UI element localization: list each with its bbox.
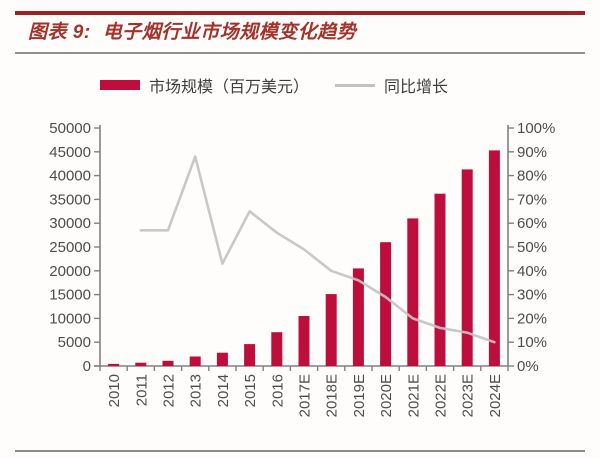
- bar-2023E: [461, 169, 473, 366]
- figure-number-label: 图表 9:: [28, 22, 91, 43]
- x-axis-label: 2024E: [487, 374, 504, 417]
- bar-2010: [108, 363, 120, 366]
- x-axis-label: 2016: [269, 374, 286, 407]
- left-axis-tick-label: 20000: [49, 263, 91, 280]
- bar-2017E: [298, 316, 310, 366]
- line-swatch-icon: [335, 83, 375, 87]
- left-axis: 0 5000 10000 15000 20000 25000 30000 35000 40000…: [49, 120, 100, 375]
- x-axis-label: 2022E: [433, 374, 450, 417]
- x-axis-label: 2014: [215, 374, 232, 407]
- legend-item-growth: 同比增长: [335, 73, 448, 97]
- legend-label-market-size: 市场规模（百万美元）: [148, 79, 309, 96]
- bar-2019E: [352, 268, 364, 366]
- bar-2014: [216, 352, 228, 366]
- bar-2013: [189, 356, 201, 366]
- left-axis-tick-label: 0: [83, 358, 91, 375]
- bar-2012: [162, 360, 174, 366]
- chart-legend: 市场规模（百万美元） 同比增长: [0, 73, 574, 97]
- x-axis-label: 2015: [242, 374, 259, 407]
- x-axis-label: 2013: [188, 374, 205, 407]
- right-axis-tick-label: 50%: [517, 239, 547, 256]
- left-axis-tick-label: 5000: [58, 334, 91, 351]
- bar-2022E: [434, 193, 446, 366]
- right-axis-tick-label: 90%: [517, 144, 547, 161]
- bar-2016: [271, 332, 283, 366]
- legend-label-growth: 同比增长: [384, 79, 449, 96]
- x-axis-label: 2011: [133, 374, 150, 406]
- x-axis-label: 2020E: [378, 374, 395, 417]
- left-axis-tick-label: 50000: [49, 120, 91, 137]
- x-axis-label: 2018E: [324, 374, 341, 417]
- bar-2015: [244, 344, 256, 366]
- left-axis-tick-label: 40000: [49, 168, 91, 185]
- x-axis-label: 2010: [106, 374, 123, 407]
- right-axis-tick-label: 0%: [517, 358, 539, 375]
- bar-2024E: [488, 150, 500, 366]
- left-axis-tick-label: 45000: [49, 144, 91, 161]
- bar-2011: [135, 362, 147, 366]
- bar-2021E: [407, 218, 419, 366]
- right-axis-tick-label: 80%: [517, 168, 547, 185]
- left-axis-tick-label: 30000: [49, 215, 91, 232]
- bar-2018E: [325, 294, 337, 366]
- x-axis-label: 2023E: [460, 374, 477, 417]
- figure-title-text: 电子烟行业市场规模变化趋势: [102, 22, 357, 43]
- bottom-divider: [15, 450, 585, 452]
- left-axis-tick-label: 10000: [49, 310, 91, 327]
- right-axis-tick-label: 30%: [517, 287, 547, 304]
- figure-title: 图表 9: 电子烟行业市场规模变化趋势: [28, 19, 356, 47]
- right-axis-tick-label: 10%: [517, 334, 547, 351]
- left-axis-tick-label: 25000: [49, 239, 91, 256]
- x-axis-label: 2017E: [297, 374, 314, 417]
- right-axis: 0% 10% 20% 30% 40% 50% 60% 70% 80% 90% 100%: [508, 120, 555, 375]
- x-axis-label: 2019E: [351, 374, 368, 417]
- right-axis-tick-label: 60%: [517, 215, 547, 232]
- bar-swatch-icon: [99, 80, 140, 90]
- right-axis-tick-label: 100%: [517, 120, 555, 137]
- x-axis: 2010 2011 2012 2013 2014 2015 2016 2017E 2018E 20…: [99, 366, 509, 417]
- market-size-bars: [108, 150, 500, 366]
- right-axis-tick-label: 70%: [517, 191, 547, 208]
- legend-item-market-size: 市场规模（百万美元）: [99, 73, 309, 97]
- left-axis-tick-label: 15000: [49, 287, 91, 304]
- top-accent-rule: [15, 11, 585, 15]
- x-axis-label: 2021E: [405, 374, 422, 417]
- title-divider: [15, 52, 585, 54]
- bar-2020E: [380, 242, 392, 366]
- left-axis-tick-label: 35000: [49, 191, 91, 208]
- growth-line: [139, 155, 496, 344]
- right-axis-tick-label: 20%: [517, 310, 547, 327]
- right-axis-tick-label: 40%: [517, 263, 547, 280]
- x-axis-label: 2012: [161, 374, 178, 407]
